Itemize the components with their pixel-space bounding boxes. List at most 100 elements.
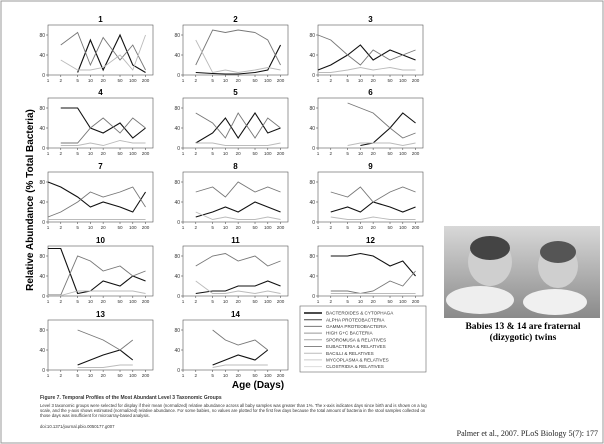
x-tick-label: 20 xyxy=(101,151,107,156)
x-tick-label: 1 xyxy=(182,373,185,378)
y-tick-label: 40 xyxy=(309,200,315,206)
x-tick-label: 10 xyxy=(88,151,94,156)
panel-title: 9 xyxy=(368,162,373,171)
panel-title: 13 xyxy=(96,310,105,319)
x-tick-label: 20 xyxy=(236,225,242,230)
panel-title: 14 xyxy=(231,310,240,319)
x-tick-label: 5 xyxy=(346,151,349,156)
series-line xyxy=(196,40,281,73)
y-tick-label: 80 xyxy=(174,180,180,186)
y-tick-label: 0 xyxy=(42,146,45,152)
caption-title: Figure 7. Temporal Profiles of the Most … xyxy=(40,396,435,401)
x-tick-label: 200 xyxy=(412,78,420,83)
x-tick-label: 10 xyxy=(223,78,229,83)
x-tick-label: 1 xyxy=(47,373,50,378)
series-line xyxy=(196,45,281,74)
y-tick-label: 40 xyxy=(174,348,180,354)
series-line xyxy=(61,108,146,138)
y-tick-label: 80 xyxy=(174,254,180,260)
x-tick-label: 1 xyxy=(47,299,50,304)
series-line xyxy=(196,254,281,267)
y-tick-label: 0 xyxy=(42,73,45,79)
panel-frame xyxy=(183,246,288,296)
x-tick-label: 200 xyxy=(277,299,285,304)
x-tick-label: 1 xyxy=(182,151,185,156)
x-tick-label: 200 xyxy=(412,225,420,230)
x-tick-label: 100 xyxy=(399,225,407,230)
x-tick-label: 1 xyxy=(317,299,320,304)
x-tick-label: 2 xyxy=(194,299,197,304)
panel-title: 10 xyxy=(96,236,105,245)
x-tick-label: 100 xyxy=(399,151,407,156)
series-line xyxy=(331,187,416,202)
series-line xyxy=(48,182,146,212)
x-tick-label: 10 xyxy=(88,373,94,378)
y-tick-label: 0 xyxy=(177,220,180,226)
x-tick-label: 2 xyxy=(194,373,197,378)
y-tick-label: 0 xyxy=(177,73,180,79)
x-axis-label: Age (Days) xyxy=(232,380,284,391)
x-tick-label: 2 xyxy=(59,225,62,230)
series-line xyxy=(196,182,281,197)
series-line xyxy=(61,118,146,143)
panel-title: 3 xyxy=(368,15,373,24)
panel-title: 11 xyxy=(231,236,240,245)
legend-label: BACTEROIDES & CYTOPHAGA xyxy=(326,311,394,316)
y-tick-label: 40 xyxy=(309,274,315,280)
y-tick-label: 80 xyxy=(309,106,315,112)
x-tick-label: 2 xyxy=(329,299,332,304)
panel-title: 4 xyxy=(98,88,103,97)
x-tick-label: 50 xyxy=(387,151,393,156)
x-tick-label: 100 xyxy=(264,373,272,378)
x-tick-label: 10 xyxy=(358,78,364,83)
series-line xyxy=(48,187,146,217)
x-tick-label: 200 xyxy=(277,225,285,230)
x-tick-label: 1 xyxy=(182,78,185,83)
x-tick-label: 50 xyxy=(117,373,123,378)
x-tick-label: 2 xyxy=(59,373,62,378)
x-tick-label: 50 xyxy=(252,78,258,83)
series-line xyxy=(78,330,133,350)
x-tick-label: 1 xyxy=(317,225,320,230)
x-tick-label: 5 xyxy=(346,225,349,230)
series-line xyxy=(78,365,133,368)
series-line xyxy=(196,202,281,217)
series-line xyxy=(318,68,416,73)
y-tick-label: 80 xyxy=(309,33,315,39)
legend-label: SPOROMUSA & RELATIVES xyxy=(326,337,386,342)
x-tick-label: 1 xyxy=(47,225,50,230)
series-line xyxy=(196,143,281,146)
x-tick-label: 5 xyxy=(76,299,79,304)
series-line xyxy=(331,254,416,277)
panel-frame xyxy=(183,25,288,75)
series-line xyxy=(360,113,415,146)
x-tick-label: 20 xyxy=(101,299,107,304)
x-tick-label: 50 xyxy=(252,225,258,230)
x-tick-label: 10 xyxy=(358,151,364,156)
series-line xyxy=(331,271,416,294)
panel-title: 5 xyxy=(233,88,238,97)
x-tick-label: 100 xyxy=(264,299,272,304)
y-tick-label: 0 xyxy=(177,294,180,300)
panel-frame xyxy=(318,25,423,75)
series-line xyxy=(213,330,268,350)
x-tick-label: 200 xyxy=(277,151,285,156)
series-line xyxy=(78,35,146,73)
y-tick-label: 80 xyxy=(174,328,180,334)
x-tick-label: 20 xyxy=(101,225,107,230)
panel-title: 2 xyxy=(233,15,238,24)
x-tick-label: 10 xyxy=(88,299,94,304)
y-tick-label: 0 xyxy=(312,146,315,152)
y-tick-label: 80 xyxy=(309,180,315,186)
x-tick-label: 5 xyxy=(346,78,349,83)
x-tick-label: 20 xyxy=(236,151,242,156)
y-tick-label: 40 xyxy=(174,274,180,280)
x-tick-label: 10 xyxy=(223,151,229,156)
y-tick-label: 80 xyxy=(174,106,180,112)
x-tick-label: 50 xyxy=(117,78,123,83)
x-tick-label: 5 xyxy=(211,299,214,304)
photo xyxy=(444,226,600,318)
figure: Relative Abundance (% Total Bacteria) Ag… xyxy=(0,0,604,444)
x-tick-label: 100 xyxy=(399,78,407,83)
x-tick-label: 100 xyxy=(264,225,272,230)
